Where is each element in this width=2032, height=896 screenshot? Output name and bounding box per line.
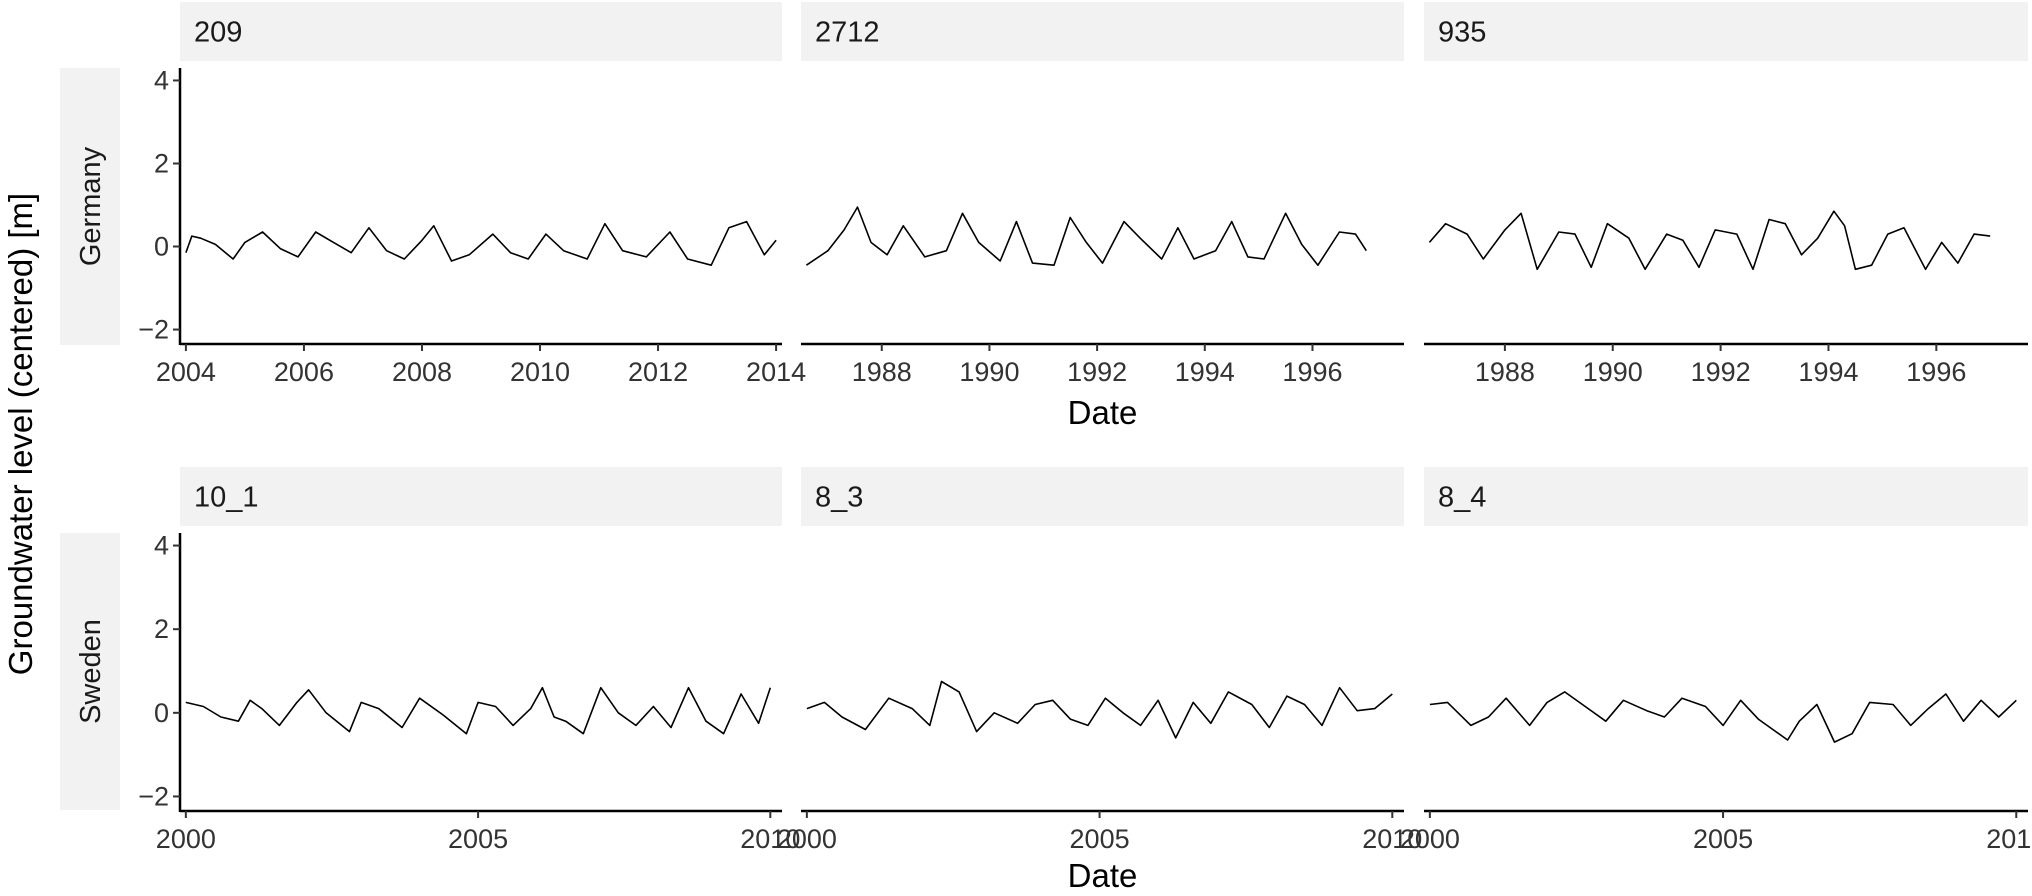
x-tick-label: 2012 [628,357,688,387]
series-line [1429,691,2017,743]
x-tick-label: 2005 [1070,824,1130,854]
x-tick-label: 1992 [1691,357,1751,387]
row-label: Germany [75,146,107,266]
x-tick-label: 2008 [392,357,452,387]
facet-title: 8_4 [1438,482,1486,514]
y-tick-label: −2 [138,781,169,811]
x-tick-label: 2000 [156,824,216,854]
x-tick-label: 2010 [740,824,800,854]
x-tick-label: 2010 [1986,824,2032,854]
x-axis-title: Date [1068,394,1138,431]
x-tick-label: 1994 [1798,357,1858,387]
x-tick-label: 2006 [274,357,334,387]
row-strip [60,68,120,345]
x-tick-label: 2005 [448,824,508,854]
x-tick-label: 1994 [1175,357,1235,387]
y-tick-label: −2 [138,315,169,345]
series-line [185,220,777,267]
x-tick-label: 2004 [156,357,216,387]
y-tick-label: 0 [154,698,169,728]
y-axis-title: Groundwater level (centered) [m] [2,193,39,675]
facet-title: 8_3 [815,482,863,514]
facet-strip [1424,2,2028,61]
y-tick-label: 2 [154,148,169,178]
x-tick-label: 2010 [510,357,570,387]
facet-title: 935 [1438,17,1486,49]
row-label: Sweden [75,619,107,724]
facet-strip [801,467,1404,526]
x-tick-label: 1988 [852,357,912,387]
facet-strip [1424,467,2028,526]
facet-title: 10_1 [194,482,259,514]
x-tick-label: 1990 [1583,357,1643,387]
x-tick-label: 2005 [1693,824,1753,854]
x-tick-label: 2000 [777,824,837,854]
series-line [805,206,1367,267]
facet-strip [180,2,782,61]
facet-strip [801,2,1404,61]
x-axis-title: Date [1068,857,1138,894]
x-tick-label: 2010 [1362,824,1422,854]
x-tick-label: 1996 [1906,357,1966,387]
row-strip [60,533,120,810]
series-line [806,680,1393,739]
series-line [1428,210,1991,271]
x-tick-label: 1992 [1067,357,1127,387]
y-tick-label: 4 [154,531,169,561]
facet-strip [180,467,782,526]
y-tick-label: 2 [154,614,169,644]
x-tick-label: 2014 [746,357,806,387]
facet-title: 2712 [815,17,880,49]
facet-title: 209 [194,17,242,49]
x-tick-label: 1988 [1475,357,1535,387]
x-tick-label: 2000 [1400,824,1460,854]
y-tick-label: 0 [154,232,169,262]
x-tick-label: 1996 [1282,357,1342,387]
y-tick-label: 4 [154,65,169,95]
x-tick-label: 1990 [959,357,1019,387]
series-line [185,686,772,735]
